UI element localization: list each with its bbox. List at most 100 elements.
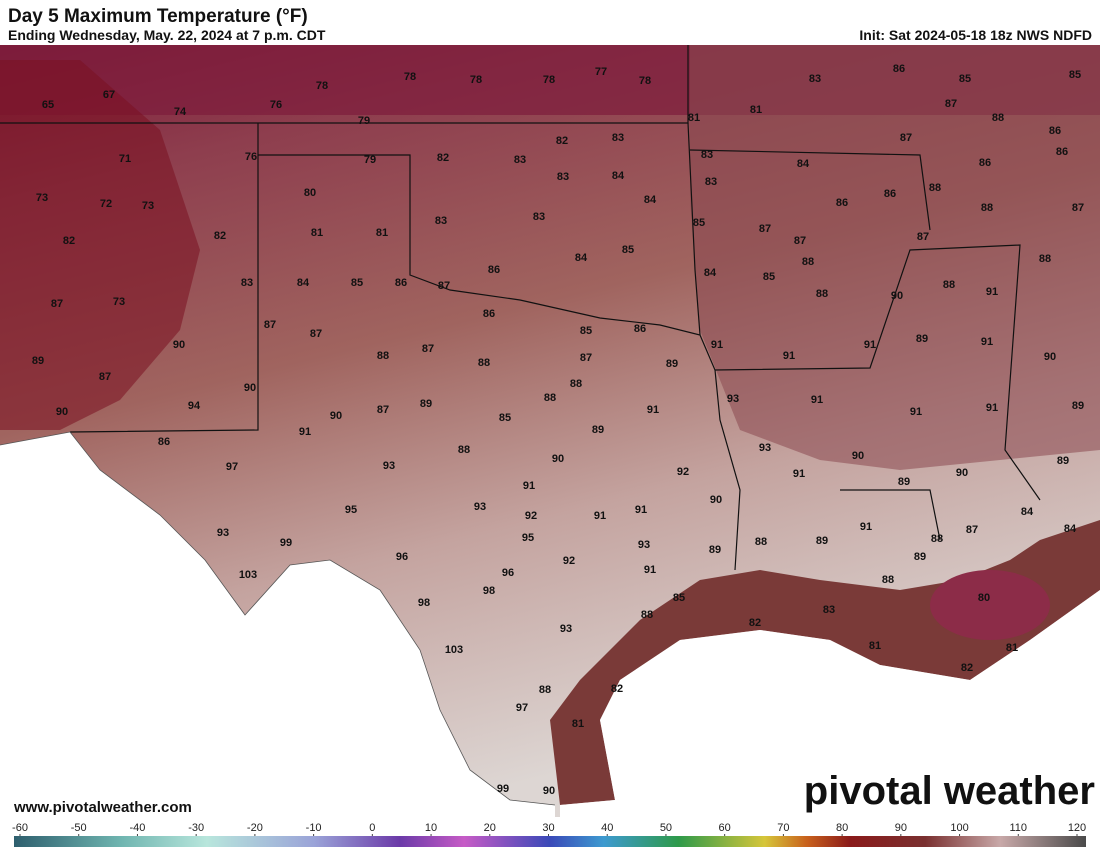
temp-label: 92 xyxy=(677,466,689,478)
temp-label: 86 xyxy=(483,308,495,320)
temp-label: 86 xyxy=(884,188,896,200)
temp-label: 89 xyxy=(32,355,44,367)
temp-label: 83 xyxy=(809,73,821,85)
colorbar-tick-label: 80 xyxy=(836,822,848,834)
temp-label: 94 xyxy=(188,400,201,412)
temp-label: 88 xyxy=(943,279,955,291)
temp-label: 91 xyxy=(523,480,535,492)
temp-label: 83 xyxy=(514,154,526,166)
temp-label: 91 xyxy=(986,286,998,298)
temp-label: 91 xyxy=(711,339,723,351)
temp-label: 87 xyxy=(966,524,978,536)
temp-label: 84 xyxy=(704,267,717,279)
temp-label: 87 xyxy=(422,343,434,355)
colorbar-ticks: -60 -50 -40 -30 -20 -10 0 10 20 30 40 50 60 70 80 90 100… xyxy=(12,822,1086,836)
temp-label: 78 xyxy=(404,71,416,83)
temperature-labels: 65 67 74 76 78 78 78 78 77 78 83 86 85 85 79 81 81 87 88 86… xyxy=(32,63,1084,797)
temp-label: 90 xyxy=(852,450,864,462)
temp-label: 83 xyxy=(241,277,253,289)
temp-label: 90 xyxy=(1044,351,1056,363)
temp-label: 85 xyxy=(673,592,685,604)
temp-label: 88 xyxy=(929,182,941,194)
temp-label: 86 xyxy=(1049,125,1061,137)
temp-label: 83 xyxy=(557,171,569,183)
temp-label: 67 xyxy=(103,89,115,101)
colorbar-tick-label: -60 xyxy=(12,822,28,834)
temp-label: 89 xyxy=(1057,455,1069,467)
temp-label: 86 xyxy=(979,157,991,169)
init-info: Init: Sat 2024-05-18 18z NWS NDFD xyxy=(859,27,1092,43)
colorbar-tick-label: -30 xyxy=(188,822,204,834)
colorbar-tick-label: -10 xyxy=(306,822,322,834)
temp-label: 89 xyxy=(709,544,721,556)
temp-label: 92 xyxy=(563,555,575,567)
temp-label: 90 xyxy=(552,453,564,465)
temp-label: 85 xyxy=(693,217,705,229)
temp-label: 71 xyxy=(119,153,131,165)
temp-label: 90 xyxy=(543,785,555,797)
colorbar-tick-label: 40 xyxy=(601,822,613,834)
temp-label: 98 xyxy=(483,585,495,597)
temp-label: 81 xyxy=(1006,642,1018,654)
temp-label: 91 xyxy=(647,404,659,416)
temp-label: 85 xyxy=(351,277,363,289)
temp-label: 91 xyxy=(793,468,805,480)
temp-label: 81 xyxy=(572,718,584,730)
temp-label: 86 xyxy=(634,323,646,335)
temp-label: 83 xyxy=(823,604,835,616)
temp-label: 88 xyxy=(755,536,767,548)
temp-label: 88 xyxy=(544,392,556,404)
temp-label: 93 xyxy=(759,442,771,454)
temp-label: 91 xyxy=(299,426,311,438)
temp-label: 91 xyxy=(981,336,993,348)
temp-label: 91 xyxy=(783,350,795,362)
temp-label: 88 xyxy=(802,256,814,268)
colorbar-tick-label: 90 xyxy=(895,822,907,834)
temp-label: 96 xyxy=(396,551,408,563)
temp-label: 73 xyxy=(36,192,48,204)
temp-label: 85 xyxy=(959,73,971,85)
temp-label: 89 xyxy=(916,333,928,345)
temp-label: 84 xyxy=(297,277,310,289)
temp-label: 79 xyxy=(358,115,370,127)
temp-label: 85 xyxy=(622,244,634,256)
temp-label: 88 xyxy=(539,684,551,696)
temp-label: 91 xyxy=(860,521,872,533)
temp-label: 81 xyxy=(688,112,700,124)
temp-label: 85 xyxy=(1069,69,1081,81)
temp-label: 89 xyxy=(420,398,432,410)
temp-label: 78 xyxy=(543,74,555,86)
temp-label: 86 xyxy=(488,264,500,276)
temp-label: 86 xyxy=(836,197,848,209)
temp-label: 90 xyxy=(891,290,903,302)
temp-label: 84 xyxy=(644,194,657,206)
temp-label: 97 xyxy=(226,461,238,473)
temp-label: 84 xyxy=(575,252,588,264)
temp-label: 82 xyxy=(611,683,623,695)
temp-label: 87 xyxy=(917,231,929,243)
temp-label: 93 xyxy=(217,527,229,539)
header-bar xyxy=(0,0,1100,45)
temp-label: 81 xyxy=(311,227,323,239)
temp-label: 83 xyxy=(705,176,717,188)
temp-label: 87 xyxy=(99,371,111,383)
temp-label: 98 xyxy=(418,597,430,609)
temp-label: 89 xyxy=(914,551,926,563)
colorbar-tick-label: -20 xyxy=(247,822,263,834)
temp-label: 90 xyxy=(710,494,722,506)
temp-label: 97 xyxy=(516,702,528,714)
temp-label: 81 xyxy=(376,227,388,239)
temp-label: 88 xyxy=(641,609,653,621)
temp-label: 80 xyxy=(304,187,316,199)
temp-label: 84 xyxy=(1021,506,1034,518)
temp-label: 85 xyxy=(499,412,511,424)
temp-label: 88 xyxy=(816,288,828,300)
colorbar-tick-label: 100 xyxy=(950,822,968,834)
temp-label: 90 xyxy=(956,467,968,479)
temp-label: 82 xyxy=(556,135,568,147)
temp-label: 96 xyxy=(502,567,514,579)
temp-label: 81 xyxy=(869,640,881,652)
temp-label: 87 xyxy=(377,404,389,416)
temp-label: 87 xyxy=(900,132,912,144)
